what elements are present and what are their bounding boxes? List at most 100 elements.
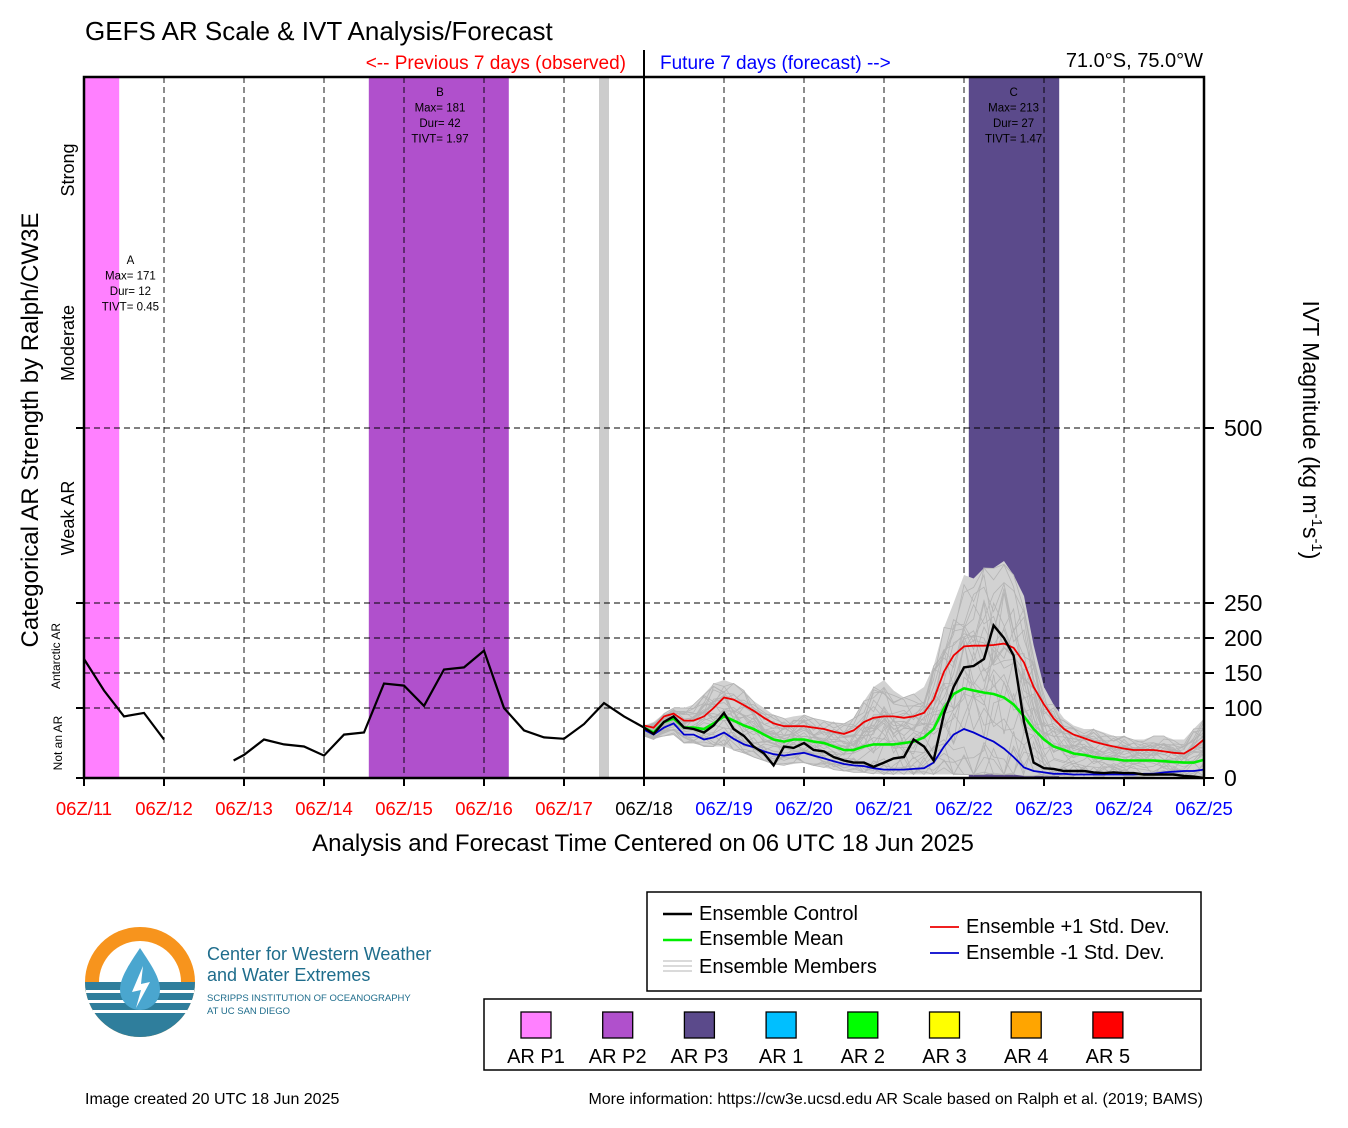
legend-minus-sd: Ensemble -1 Std. Dev. — [966, 942, 1165, 964]
event-id: B — [436, 87, 444, 99]
previous-days-label: <-- Previous 7 days (observed) — [366, 53, 626, 74]
ensemble-control-line — [643, 622, 1205, 780]
ensemble-minus-sd-line — [643, 722, 1205, 776]
category-label-weak-ar: Weak AR — [58, 481, 78, 556]
event-tivt: TIVT= 0.45 — [102, 302, 159, 314]
right-axis-title: IVT Magnitude (kg m-1s-1) — [1298, 301, 1325, 560]
logo-line-1: Center for Western Weather — [207, 944, 431, 964]
event-tivt: TIVT= 1.47 — [985, 134, 1042, 146]
ensemble-member-17 — [643, 563, 1205, 749]
ar-event-label-a: A Max= 171 Dur= 12 TIVT= 0.45 — [102, 255, 159, 314]
ar-scale-swatch-1 — [602, 1011, 634, 1039]
x-tick-label-9: 06Z/20 — [775, 798, 833, 819]
ar-scale-swatch-7 — [1092, 1011, 1124, 1039]
observed-control-line — [83, 648, 645, 762]
event-duration: Dur= 27 — [993, 118, 1034, 130]
x-tick-label-5: 06Z/16 — [455, 798, 513, 819]
ensemble-plus-sd-line — [643, 642, 1205, 755]
x-tick-label-3: 06Z/14 — [295, 798, 353, 819]
event-id: A — [127, 255, 135, 267]
category-label-moderate: Moderate — [58, 305, 78, 381]
x-tick-label-13: 06Z/24 — [1095, 798, 1153, 819]
ar-scale-label-4: AR 2 — [841, 1046, 885, 1068]
ensemble-member-29 — [643, 676, 1205, 771]
right-axis-title-end: ) — [1298, 552, 1324, 560]
ensemble-member-21 — [643, 732, 1204, 777]
ar-scale-swatch-6 — [1010, 1011, 1042, 1039]
legend-members: Ensemble Members — [699, 956, 877, 978]
ar-scale-swatch-4 — [847, 1011, 879, 1039]
x-tick-label-0: 06Z/11 — [56, 798, 112, 819]
x-tick-label-6: 06Z/17 — [535, 798, 593, 819]
ar-event-label-b: B Max= 181 Dur= 42 TIVT= 1.97 — [411, 87, 468, 146]
observed-segment-2 — [233, 648, 645, 762]
x-tick-label-1: 06Z/12 — [135, 798, 193, 819]
ensemble-member-13 — [643, 639, 1205, 759]
right-axis-title-sup1: -1 — [1308, 514, 1325, 527]
category-label-antarctic-ar: Antarctic AR — [49, 623, 63, 689]
left-category-ticks: Strong Moderate Weak AR Antarctic AR Not an … — [49, 143, 84, 779]
y-tick-label-100: 100 — [1224, 695, 1262, 721]
y-tick-label-250: 250 — [1224, 590, 1262, 616]
x-tick-label-4: 06Z/15 — [375, 798, 433, 819]
observed-segment-1 — [83, 658, 165, 741]
event-tivt: TIVT= 1.97 — [411, 134, 468, 146]
legend-mean: Ensemble Mean — [699, 928, 844, 950]
x-tick-label-11: 06Z/22 — [935, 798, 993, 819]
event-id: C — [1009, 87, 1017, 99]
event-max: Max= 213 — [988, 103, 1039, 115]
x-tick-label-12: 06Z/23 — [1015, 798, 1073, 819]
x-axis-title: Analysis and Forecast Time Centered on 0… — [312, 830, 974, 857]
event-duration: Dur= 12 — [110, 286, 151, 298]
location-label: 71.0°S, 75.0°W — [1066, 50, 1203, 72]
category-label-strong: Strong — [58, 143, 78, 196]
x-tick-label-2: 06Z/13 — [215, 798, 273, 819]
observation-marker-band — [599, 77, 609, 778]
chart-title: GEFS AR Scale & IVT Analysis/Forecast — [85, 16, 553, 46]
x-axis-ticks: 06Z/11 06Z/12 06Z/13 06Z/14 06Z/15 06Z/16 06Z/… — [56, 778, 1233, 819]
logo-line-4: AT UC SAN DIEGO — [207, 1006, 290, 1017]
y-tick-label-200: 200 — [1224, 625, 1262, 651]
cw3e-logo: Center for Western Weather and Water Ext… — [85, 927, 431, 1037]
category-label-not-an-ar: Not an AR — [51, 715, 65, 770]
y-tick-label-150: 150 — [1224, 660, 1262, 686]
event-max: Max= 171 — [105, 271, 156, 283]
y-tick-label-0: 0 — [1224, 765, 1237, 791]
right-axis-title-main: IVT Magnitude (kg m — [1298, 301, 1324, 514]
ar-scale-label-3: AR 1 — [759, 1046, 803, 1068]
logo-emblem — [85, 927, 195, 1037]
y-axis-ticks: 0 100 150 200 250 500 — [1204, 415, 1262, 791]
ar-scale-swatch-2 — [683, 1011, 716, 1039]
ar-scale-label-7: AR 5 — [1086, 1046, 1130, 1068]
ar-scale-swatch-3 — [765, 1011, 797, 1039]
ensemble-member-23 — [643, 634, 1205, 760]
ar-event-bands — [84, 77, 1060, 778]
ar-scale-label-0: AR P1 — [507, 1046, 565, 1068]
ar-scale-legend: AR P1 AR P2 AR P3 AR 1 AR 2 AR 3 AR 4 AR 5 — [483, 998, 1202, 1071]
y-tick-label-500: 500 — [1224, 415, 1262, 441]
x-tick-label-14: 06Z/25 — [1175, 798, 1233, 819]
ar-event-label-c: C Max= 213 Dur= 27 TIVT= 1.47 — [985, 87, 1042, 146]
ar-event-band-a — [84, 77, 120, 778]
legend-control: Ensemble Control — [699, 903, 858, 925]
ensemble-legend: Ensemble Control Ensemble Mean Ensemble … — [646, 891, 1202, 992]
ensemble-mean-line — [643, 687, 1205, 764]
footer-info: More information: https://cw3e.ucsd.edu … — [588, 1091, 1203, 1108]
right-axis-title-mid: s — [1298, 527, 1324, 539]
ar-scale-label-2: AR P3 — [670, 1046, 728, 1068]
right-axis-title-sup2: -1 — [1308, 538, 1325, 551]
event-duration: Dur= 42 — [419, 118, 460, 130]
x-tick-label-7: 06Z/18 — [615, 798, 673, 819]
logo-line-2: and Water Extremes — [207, 965, 370, 985]
ar-event-labels: A Max= 171 Dur= 12 TIVT= 0.45 B Max= 181 Dur= … — [102, 87, 1042, 314]
left-axis-title: Categorical AR Strength by Ralph/CW3E — [17, 213, 44, 648]
ensemble-member-28 — [643, 582, 1205, 753]
logo-line-3: SCRIPPS INSTITUTION OF OCEANOGRAPHY — [207, 993, 411, 1004]
ar-scale-swatch-5 — [928, 1011, 961, 1039]
ar-event-band-b — [368, 77, 509, 778]
x-tick-label-10: 06Z/21 — [855, 798, 913, 819]
ensemble-member-24 — [643, 658, 1205, 762]
footer-created: Image created 20 UTC 18 Jun 2025 — [85, 1091, 339, 1108]
ar-scale-swatch-0 — [520, 1011, 552, 1039]
